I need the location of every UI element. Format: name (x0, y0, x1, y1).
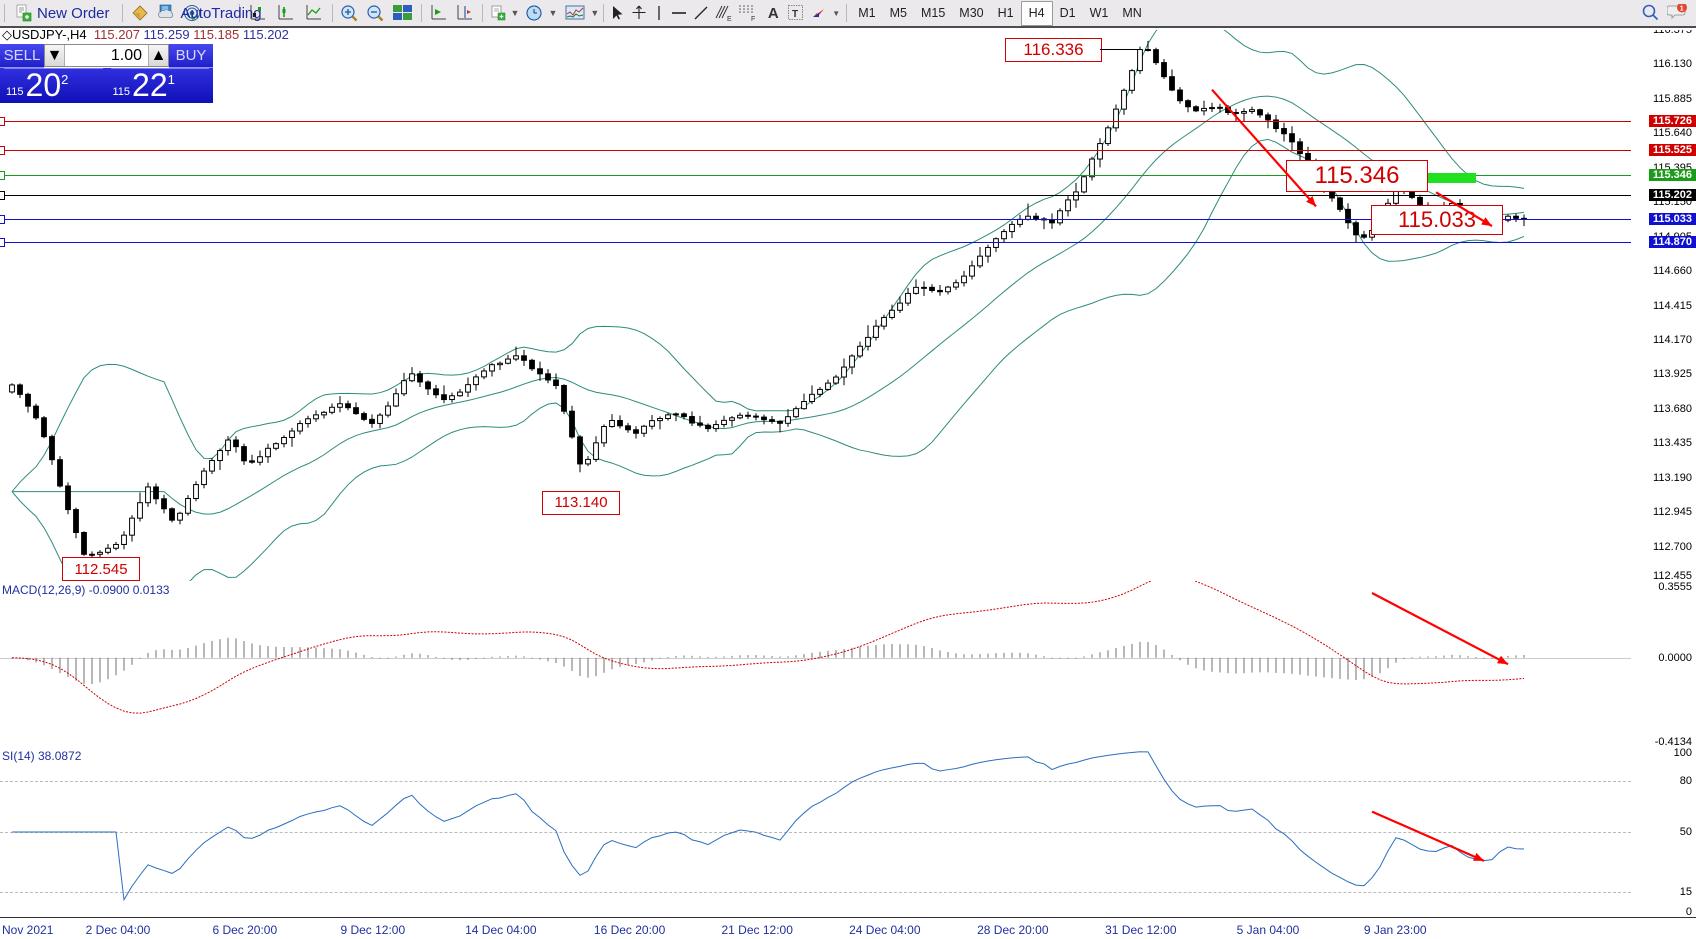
svg-text:T: T (792, 9, 798, 20)
svg-text:E: E (727, 16, 732, 22)
svg-text:F: F (751, 16, 755, 22)
svg-text:1: 1 (1680, 5, 1684, 12)
